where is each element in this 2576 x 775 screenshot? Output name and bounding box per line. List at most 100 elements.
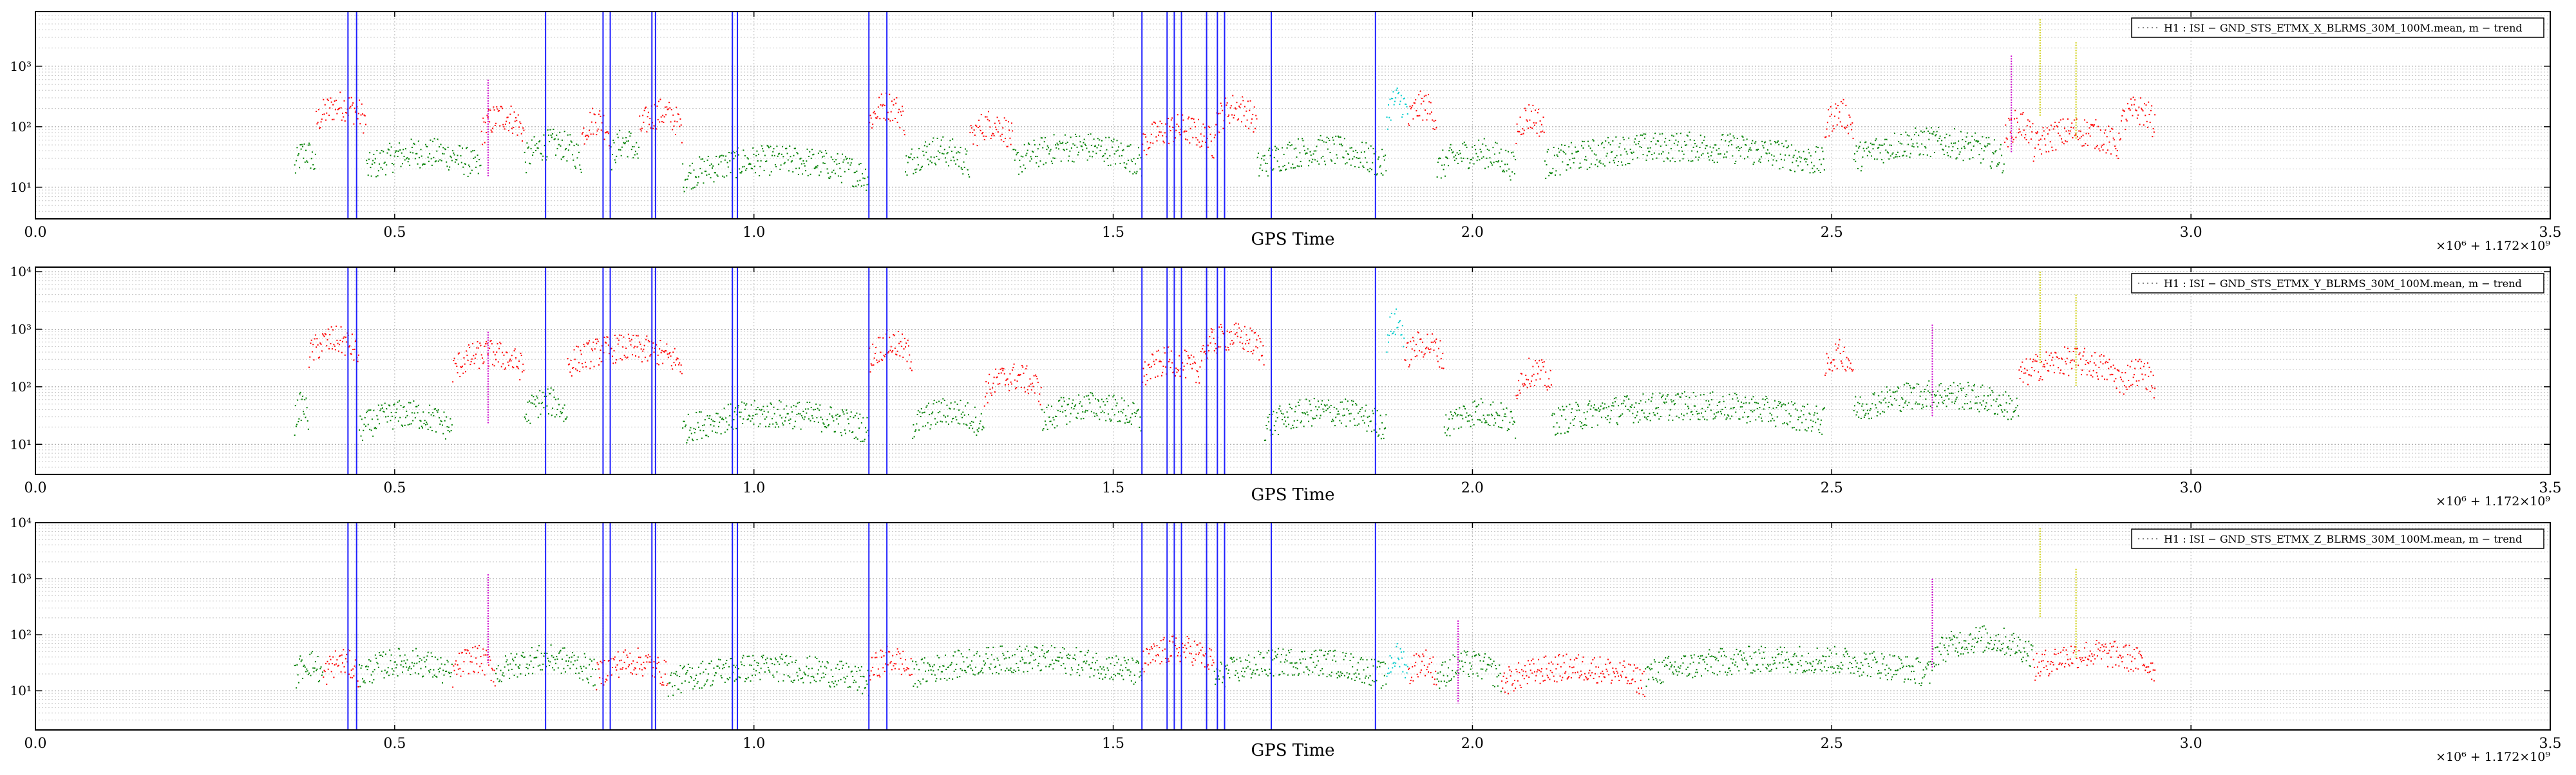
data-point xyxy=(2148,102,2149,103)
data-point xyxy=(589,129,590,131)
data-point xyxy=(2138,380,2139,381)
data-point xyxy=(2038,144,2039,145)
data-point xyxy=(668,108,669,109)
data-point xyxy=(1675,140,1676,141)
data-point xyxy=(880,351,882,353)
data-point xyxy=(1329,140,1330,141)
data-point xyxy=(2110,374,2111,375)
data-point xyxy=(1086,147,1087,149)
data-point xyxy=(415,417,416,418)
data-point xyxy=(687,440,688,441)
data-point xyxy=(674,120,676,122)
data-point xyxy=(621,155,622,156)
data-point xyxy=(1257,157,1258,158)
data-point xyxy=(842,162,844,163)
data-point xyxy=(446,165,448,167)
data-point xyxy=(1557,156,1558,157)
data-point xyxy=(1020,374,1021,375)
data-point xyxy=(1024,144,1025,145)
data-point xyxy=(1738,400,1739,402)
data-point xyxy=(1860,397,1861,398)
data-point xyxy=(1546,386,1547,388)
data-point xyxy=(2020,366,2022,368)
data-point xyxy=(744,166,745,167)
data-point xyxy=(1458,154,1459,155)
data-point xyxy=(1535,360,1536,361)
data-point xyxy=(802,160,804,162)
data-point xyxy=(1034,144,1036,145)
data-point xyxy=(1622,413,1623,415)
data-point xyxy=(369,429,370,430)
data-point xyxy=(1504,416,1505,417)
data-point xyxy=(1241,330,1242,331)
data-point xyxy=(1272,169,1273,171)
data-point xyxy=(1710,409,1712,411)
data-point xyxy=(1615,397,1616,398)
data-point xyxy=(397,156,399,157)
data-point xyxy=(1938,138,1940,139)
data-point xyxy=(1128,160,1129,161)
data-point xyxy=(1660,133,1661,135)
data-point xyxy=(1429,351,1430,353)
data-point xyxy=(1470,426,1472,427)
data-point xyxy=(1625,151,1627,153)
data-point xyxy=(855,185,857,187)
data-point xyxy=(2134,104,2135,106)
data-point xyxy=(1707,145,1708,146)
data-point xyxy=(1683,154,1685,155)
data-point xyxy=(1338,411,1339,412)
data-point xyxy=(2065,361,2066,362)
data-point xyxy=(2152,388,2153,389)
data-point xyxy=(2054,126,2055,127)
data-point xyxy=(1390,120,1392,121)
data-point xyxy=(1998,395,2000,396)
data-point xyxy=(2022,113,2023,115)
data-point xyxy=(848,169,849,170)
data-point xyxy=(2099,150,2101,151)
data-point xyxy=(997,117,998,118)
data-point xyxy=(1676,133,1678,135)
data-point xyxy=(799,402,800,403)
y-tick-label: 10² xyxy=(10,379,32,395)
data-point xyxy=(534,404,535,405)
data-point xyxy=(1425,348,1426,349)
data-point xyxy=(560,411,561,413)
data-point xyxy=(646,131,647,133)
data-point xyxy=(871,364,873,366)
data-point xyxy=(1586,425,1587,426)
data-point xyxy=(541,153,542,154)
data-point xyxy=(1812,426,1813,427)
data-point xyxy=(1710,155,1712,156)
data-point xyxy=(1589,400,1590,402)
data-point xyxy=(1766,398,1768,399)
data-point xyxy=(1382,174,1383,176)
data-point xyxy=(774,413,775,415)
data-point xyxy=(1958,408,1960,409)
data-point xyxy=(1925,398,1926,400)
data-point xyxy=(358,113,359,114)
data-point xyxy=(448,147,449,148)
data-point xyxy=(1592,415,1593,416)
data-point xyxy=(815,404,817,405)
data-point xyxy=(391,146,392,147)
data-point xyxy=(1432,333,1433,335)
data-point xyxy=(1028,386,1030,387)
data-point xyxy=(2103,144,2105,145)
data-point xyxy=(724,160,726,161)
data-point xyxy=(696,176,697,178)
data-point xyxy=(1347,408,1348,409)
data-point xyxy=(449,167,450,168)
data-point xyxy=(1868,413,1869,415)
data-segment-8 xyxy=(639,98,683,143)
data-point xyxy=(1171,119,1172,120)
data-point xyxy=(2012,416,2013,417)
data-point xyxy=(727,162,728,163)
data-point xyxy=(485,343,486,344)
data-point xyxy=(1696,145,1698,147)
data-point xyxy=(1485,145,1486,146)
data-point xyxy=(845,433,846,434)
data-point xyxy=(522,371,523,373)
data-point xyxy=(1597,166,1598,167)
data-point xyxy=(1924,389,1926,390)
data-point xyxy=(1119,155,1120,156)
